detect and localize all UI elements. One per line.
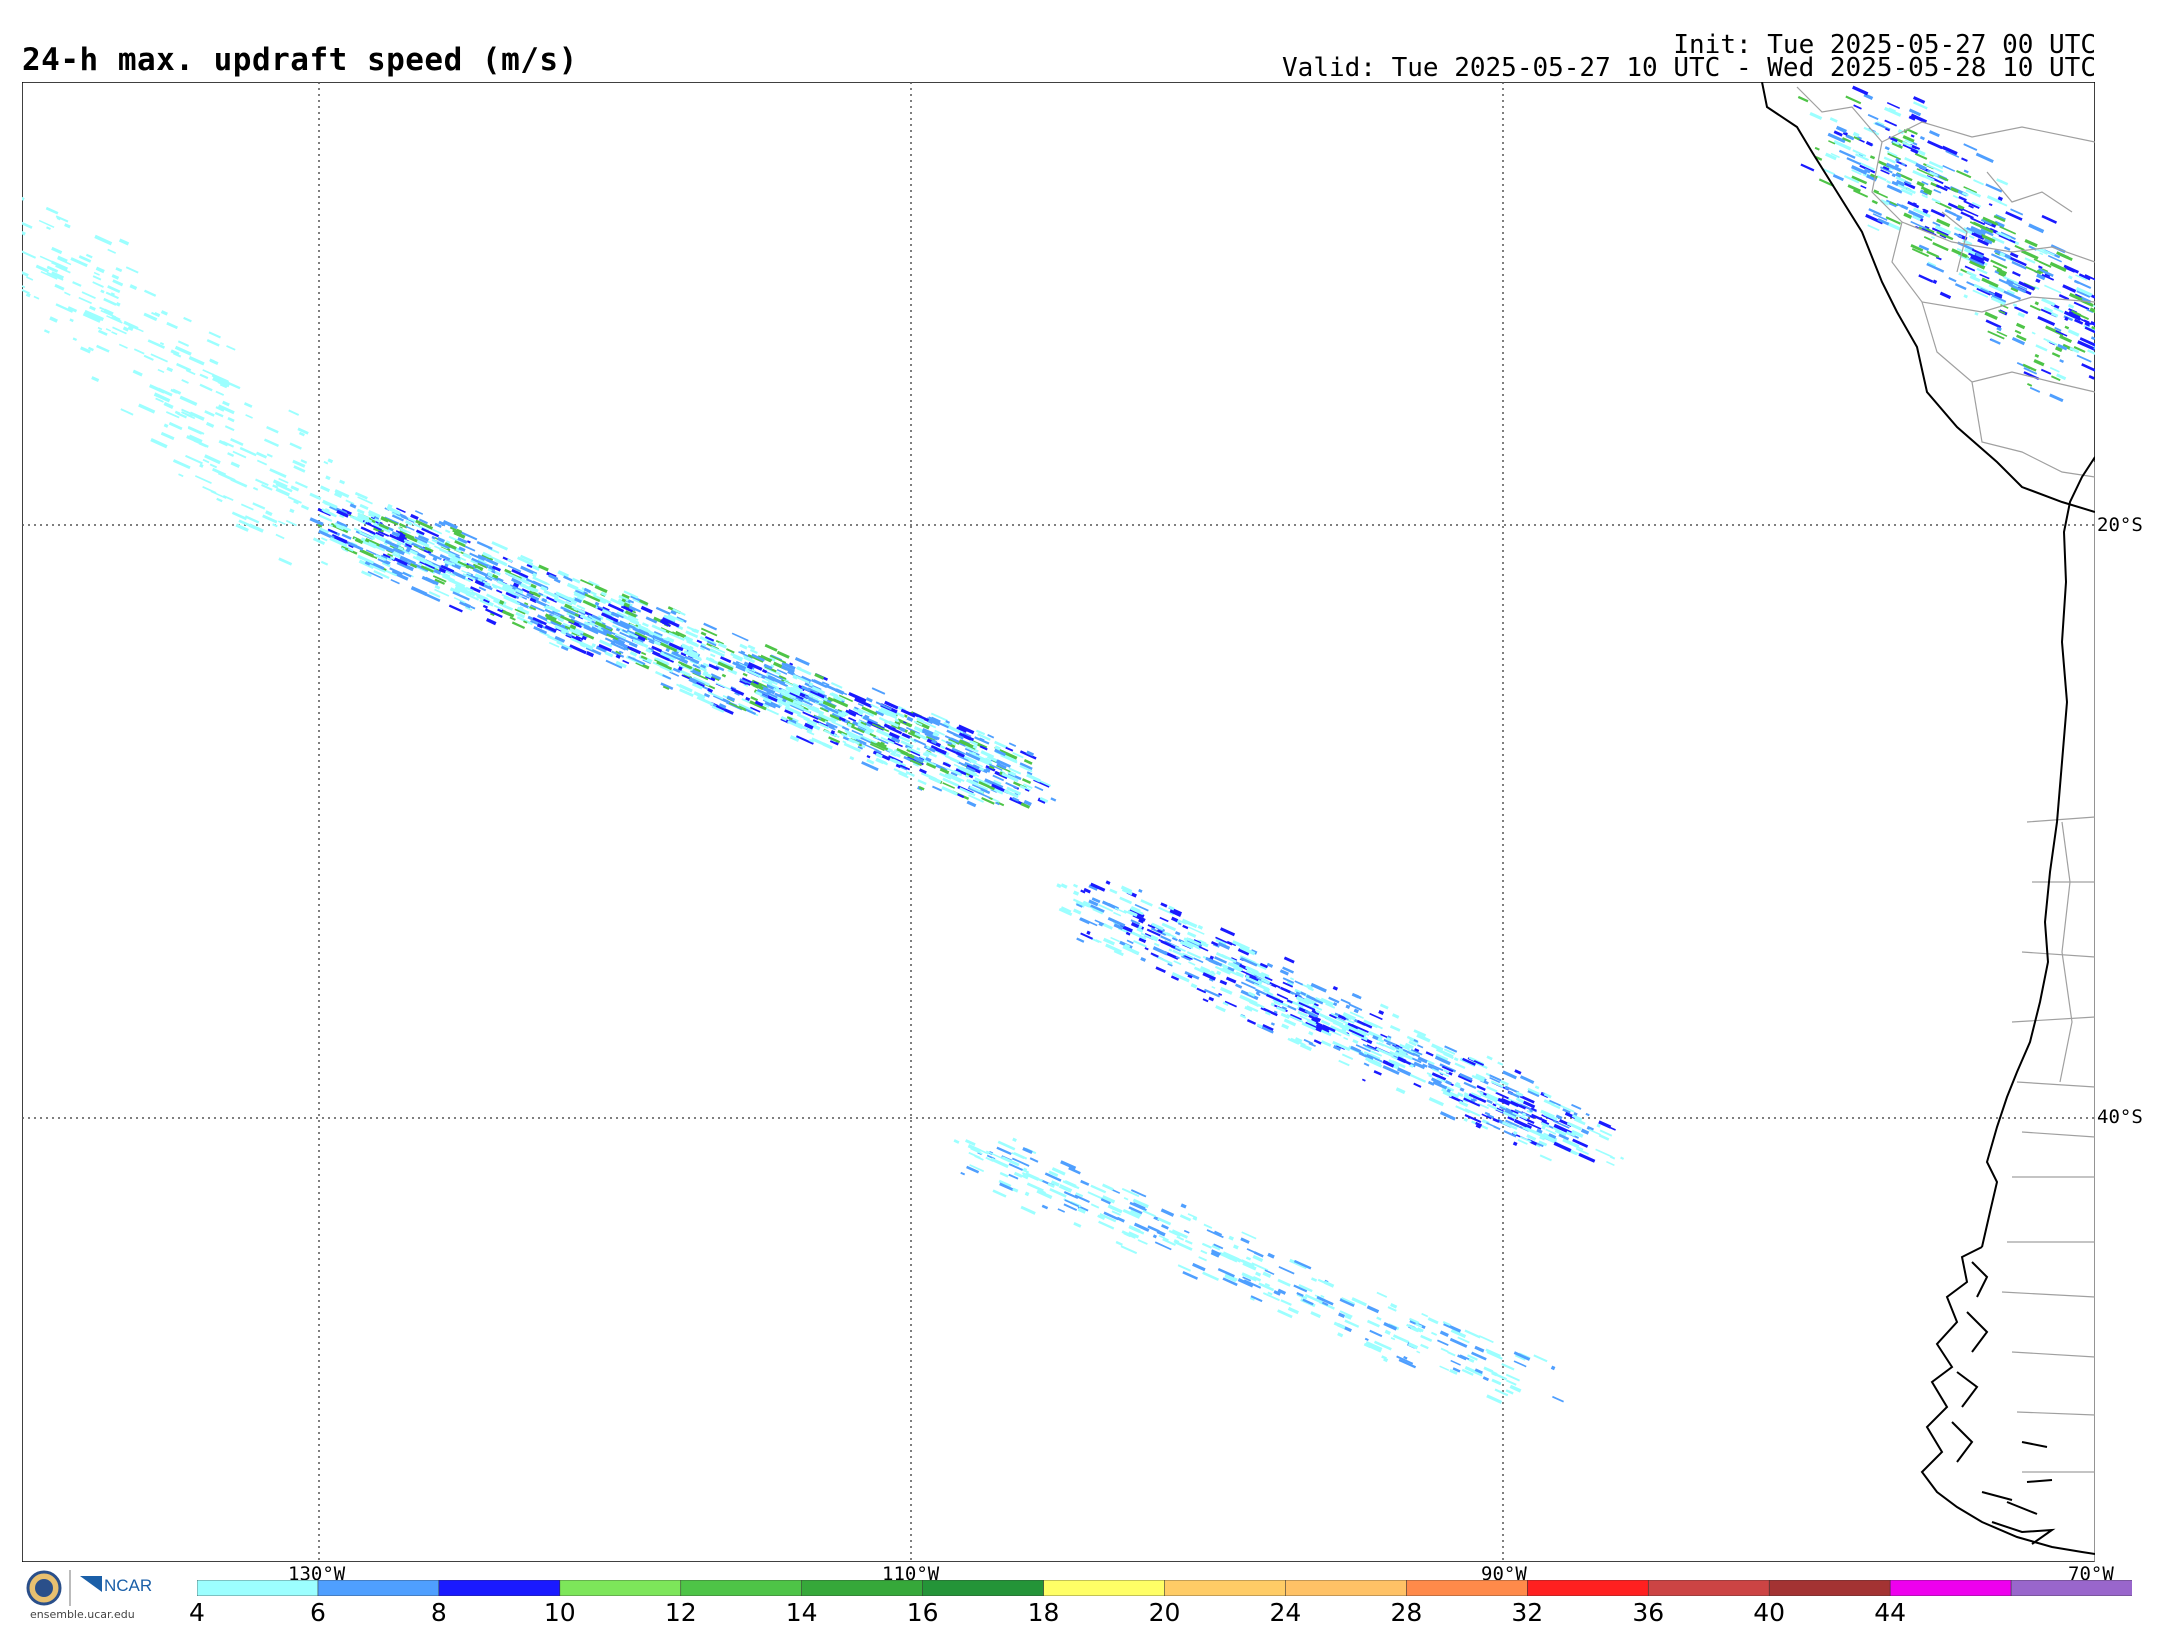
logo-url: ensemble.ucar.edu <box>30 1608 135 1621</box>
ncar-logo-text: NCAR <box>104 1576 153 1595</box>
valid-time: Valid: Tue 2025-05-27 10 UTC - Wed 2025-… <box>1282 53 2096 83</box>
colorbar-swatch <box>1647 1580 1770 1596</box>
colorbar-tick-label: 12 <box>664 1598 697 1627</box>
colorbar-tick-label: 28 <box>1390 1598 1423 1627</box>
colorbar-swatch <box>1164 1580 1287 1596</box>
logo-area: NCAR <box>22 1566 162 1626</box>
colorbar-tick-label: 10 <box>543 1598 576 1627</box>
colorbar-swatch <box>317 1580 440 1596</box>
colorbar-tick-label: 44 <box>1874 1598 1907 1627</box>
lon-label-70w: 70°W <box>2068 1563 2114 1585</box>
colorbar-swatch <box>1285 1580 1408 1596</box>
init-time: Init: Tue 2025-05-27 00 UTC <box>1673 30 2096 60</box>
colorbar-swatch <box>438 1580 561 1596</box>
colorbar-swatch <box>801 1580 924 1596</box>
colorbar-swatch <box>1889 1580 2012 1596</box>
colorbar-swatch <box>922 1580 1045 1596</box>
colorbar-swatch <box>1406 1580 1529 1596</box>
colorbar-swatch <box>197 1580 319 1596</box>
colorbar-tick-label: 40 <box>1753 1598 1786 1627</box>
map-frame <box>22 82 2095 1562</box>
colorbar-swatch <box>680 1580 803 1596</box>
colorbar <box>197 1580 2132 1596</box>
colorbar-tick-label: 14 <box>785 1598 818 1627</box>
colorbar-tick-label: 8 <box>430 1598 447 1627</box>
colorbar-tick-label: 16 <box>906 1598 939 1627</box>
coastline <box>1761 82 2095 1555</box>
colorbar-tick-label: 36 <box>1632 1598 1665 1627</box>
colorbar-swatch <box>1768 1580 1891 1596</box>
updraft-field <box>22 85 2095 1404</box>
lat-label-40s: 40°S <box>2097 1106 2143 1128</box>
colorbar-tick-label: 24 <box>1269 1598 1302 1627</box>
ncar-logo-icon <box>80 1576 102 1592</box>
lat-label-20s: 20°S <box>2097 514 2143 536</box>
colorbar-tick-label: 32 <box>1511 1598 1544 1627</box>
colorbar-swatch <box>1043 1580 1166 1596</box>
map-panel <box>22 82 2095 1562</box>
country-borders <box>1796 86 2095 1562</box>
graticule <box>22 82 2095 1562</box>
colorbar-tick-label: 20 <box>1148 1598 1181 1627</box>
lon-label-130w: 130°W <box>288 1563 346 1585</box>
colorbar-tick-label: 18 <box>1027 1598 1060 1627</box>
colorbar-swatch <box>559 1580 682 1596</box>
lon-label-90w: 90°W <box>1481 1563 1527 1585</box>
colorbar-tick-label: 4 <box>189 1598 205 1627</box>
colorbar-swatch <box>1527 1580 1650 1596</box>
colorbar-tick-label: 6 <box>309 1598 326 1627</box>
page-title: 24-h max. updraft speed (m/s) <box>22 42 578 78</box>
lon-label-110w: 110°W <box>882 1563 940 1585</box>
colorbar-swatch <box>2010 1580 2132 1596</box>
